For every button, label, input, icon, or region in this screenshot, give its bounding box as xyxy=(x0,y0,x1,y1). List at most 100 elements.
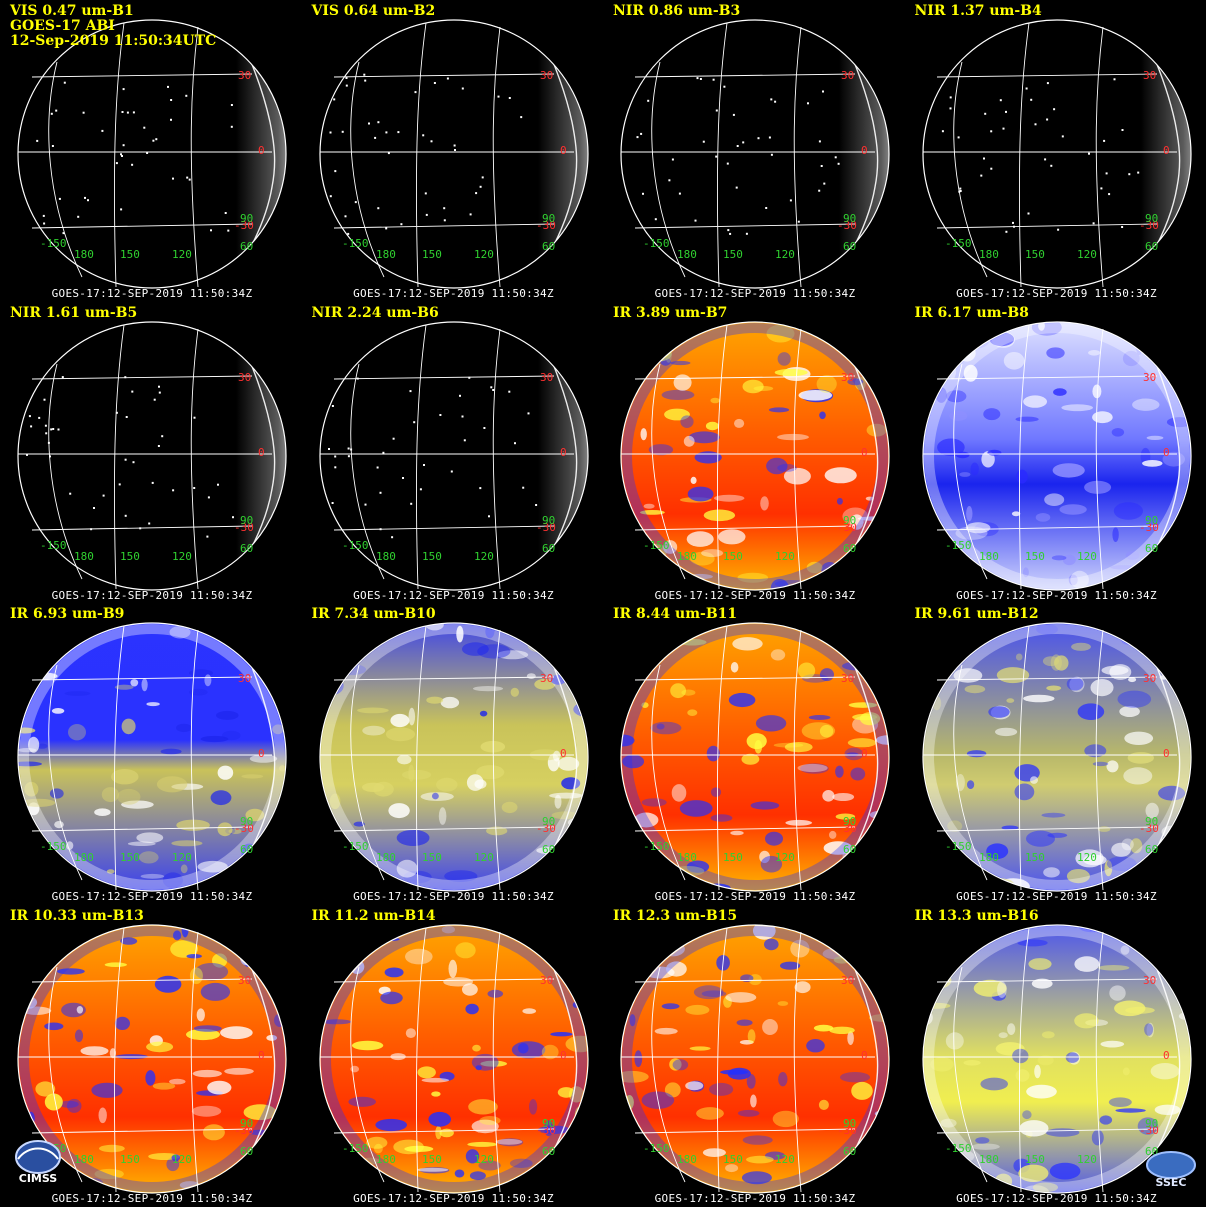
longitude-label: 180 xyxy=(979,1153,999,1166)
longitude-label: 120 xyxy=(775,550,795,563)
latitude-label: 0 xyxy=(560,1049,567,1062)
longitude-label: 90 xyxy=(542,1117,555,1130)
longitude-label: -150 xyxy=(40,237,67,250)
longitude-label: -150 xyxy=(945,237,972,250)
longitude-label: 150 xyxy=(120,248,140,261)
longitude-label: -150 xyxy=(40,539,67,552)
longitude-label: -150 xyxy=(945,1142,972,1155)
timestamp-footer: GOES-17:12-SEP-2019 11:50:34Z xyxy=(907,589,1206,602)
longitude-label: 60 xyxy=(843,843,856,856)
longitude-label: -150 xyxy=(643,1142,670,1155)
longitude-label: 90 xyxy=(1145,514,1158,527)
longitude-label: 60 xyxy=(542,240,555,253)
longitude-label: 60 xyxy=(843,240,856,253)
longitude-label: 90 xyxy=(1145,815,1158,828)
longitude-label: 180 xyxy=(979,550,999,563)
longitude-label: 120 xyxy=(474,851,494,864)
longitude-label: 180 xyxy=(74,1153,94,1166)
longitude-label: -150 xyxy=(342,1142,369,1155)
longitude-label: 150 xyxy=(723,1153,743,1166)
latitude-label: 30 xyxy=(540,69,553,82)
longitude-label: 120 xyxy=(474,1153,494,1166)
latitude-label: 0 xyxy=(1163,144,1170,157)
timestamp-footer: GOES-17:12-SEP-2019 11:50:34Z xyxy=(605,287,905,300)
latitude-label: 30 xyxy=(540,974,553,987)
longitude-label: 180 xyxy=(376,550,396,563)
latitude-label: 0 xyxy=(560,446,567,459)
longitude-label: 90 xyxy=(240,514,253,527)
longitude-label: 180 xyxy=(677,248,697,261)
longitude-label: 90 xyxy=(1145,212,1158,225)
longitude-label: 150 xyxy=(723,851,743,864)
timestamp-footer: GOES-17:12-SEP-2019 11:50:34Z xyxy=(304,1192,604,1205)
timestamp-footer: GOES-17:12-SEP-2019 11:50:34Z xyxy=(304,287,604,300)
band-title: NIR 1.61 um-B5 xyxy=(10,306,137,321)
latitude-label: 30 xyxy=(238,69,251,82)
band-title: IR 12.3 um-B15 xyxy=(613,909,737,924)
longitude-label: 120 xyxy=(172,1153,192,1166)
longitude-label: 60 xyxy=(240,1145,253,1158)
longitude-label: 150 xyxy=(1025,550,1045,563)
longitude-label: 150 xyxy=(422,248,442,261)
latitude-label: 30 xyxy=(841,69,854,82)
longitude-label: 60 xyxy=(240,843,253,856)
observation-time: 12-Sep-2019 11:50:34UTC xyxy=(10,34,216,49)
latitude-label: 30 xyxy=(1143,371,1156,384)
cimss-logo-icon: CIMSS xyxy=(8,1135,68,1187)
longitude-label: 180 xyxy=(376,248,396,261)
band-title: NIR 2.24 um-B6 xyxy=(312,306,439,321)
longitude-label: -150 xyxy=(342,840,369,853)
longitude-label: 90 xyxy=(240,212,253,225)
longitude-label: 120 xyxy=(1077,851,1097,864)
longitude-label: 180 xyxy=(979,248,999,261)
timestamp-footer: GOES-17:12-SEP-2019 11:50:34Z xyxy=(304,589,604,602)
latitude-label: 0 xyxy=(258,144,265,157)
longitude-label: -150 xyxy=(342,237,369,250)
latitude-label: 30 xyxy=(238,672,251,685)
longitude-label: -150 xyxy=(342,539,369,552)
longitude-label: 120 xyxy=(1077,1153,1097,1166)
longitude-label: 60 xyxy=(1145,542,1158,555)
band-title: IR 10.33 um-B13 xyxy=(10,909,144,924)
longitude-label: 180 xyxy=(979,851,999,864)
band-title: NIR 1.37 um-B4 xyxy=(915,4,1042,19)
timestamp-footer: GOES-17:12-SEP-2019 11:50:34Z xyxy=(2,1192,302,1205)
longitude-label: 60 xyxy=(542,542,555,555)
latitude-label: 0 xyxy=(258,747,265,760)
longitude-label: 60 xyxy=(1145,240,1158,253)
band-title: IR 11.2 um-B14 xyxy=(312,909,436,924)
longitude-label: -150 xyxy=(643,539,670,552)
band-title: IR 8.44 um-B11 xyxy=(613,607,737,622)
longitude-label: 90 xyxy=(843,1117,856,1130)
longitude-label: 60 xyxy=(1145,843,1158,856)
band-title: IR 7.34 um-B10 xyxy=(312,607,436,622)
latitude-label: 0 xyxy=(861,747,868,760)
latitude-label: 30 xyxy=(1143,672,1156,685)
longitude-label: 180 xyxy=(677,851,697,864)
longitude-label: 120 xyxy=(1077,550,1097,563)
longitude-label: 150 xyxy=(723,550,743,563)
svg-text:CIMSS: CIMSS xyxy=(19,1172,58,1185)
band-title: IR 6.93 um-B9 xyxy=(10,607,124,622)
longitude-label: 60 xyxy=(843,1145,856,1158)
longitude-label: 90 xyxy=(1145,1117,1158,1130)
longitude-label: 60 xyxy=(542,843,555,856)
latitude-label: 30 xyxy=(1143,974,1156,987)
latitude-label: 0 xyxy=(1163,446,1170,459)
latitude-label: 0 xyxy=(258,446,265,459)
longitude-label: 60 xyxy=(843,542,856,555)
longitude-label: 150 xyxy=(723,248,743,261)
latitude-label: 0 xyxy=(1163,747,1170,760)
